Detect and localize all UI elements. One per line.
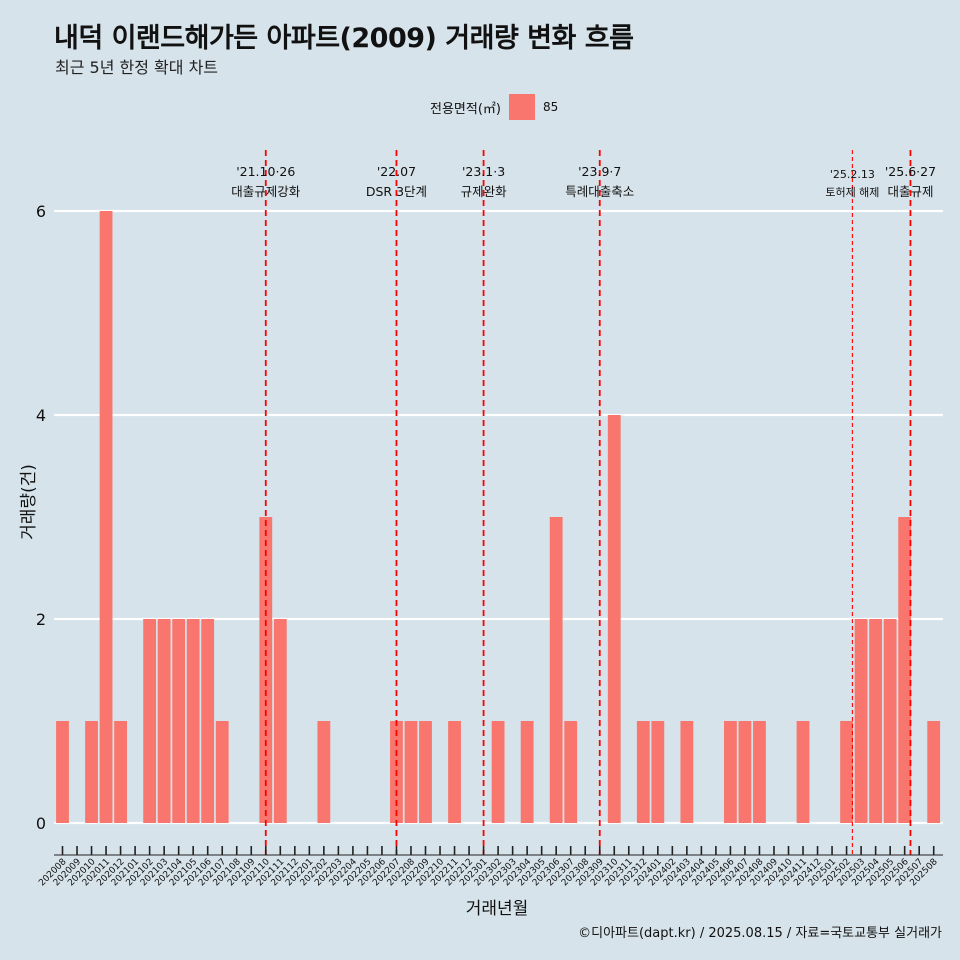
bar-202103	[157, 619, 171, 823]
event-label: 토허제 해제	[825, 185, 879, 199]
axes: 0246202008202009202010202011202012202101…	[36, 202, 943, 888]
bar-202104	[172, 619, 186, 823]
bar-202401	[651, 721, 665, 823]
bar-202302	[491, 721, 505, 823]
bar-202008	[56, 721, 69, 823]
bar-202506	[898, 517, 912, 823]
bar-202202	[317, 721, 331, 823]
bar-202508	[927, 721, 941, 823]
bar-202304	[520, 721, 534, 823]
legend: 전용면적(㎡) 85	[430, 94, 558, 120]
bar-202107	[215, 721, 229, 823]
event-date: '21.10·26	[236, 164, 295, 179]
bar-202502	[840, 721, 853, 823]
caption: ©디아파트(dapt.kr) / 2025.08.15 / 자료=국토교통부 실…	[578, 926, 942, 941]
event-date: '22.07	[377, 164, 416, 179]
chart-title: 내덕 이랜드해가든 아파트(2009) 거래량 변화 흐름	[54, 23, 634, 54]
chart-subtitle: 최근 5년 한정 확대 차트	[55, 58, 219, 77]
bar-202010	[85, 721, 98, 823]
bar-202012	[114, 721, 127, 823]
bar-202411	[796, 721, 810, 823]
bar-202306	[549, 517, 563, 823]
y-tick-label: 6	[36, 202, 46, 221]
event-date: '25.2.13	[830, 168, 875, 181]
bar-202505	[883, 619, 897, 823]
legend-swatch	[508, 94, 535, 120]
bar-202209	[419, 721, 432, 823]
bar-202408	[753, 721, 766, 823]
bar-202102	[143, 619, 157, 823]
bars	[56, 211, 941, 823]
bar-202503	[854, 619, 868, 823]
bar-202312	[636, 721, 650, 823]
event-label: 대출규제	[887, 184, 933, 199]
bar-202011	[99, 211, 113, 823]
bar-202310	[607, 415, 621, 823]
y-tick-label: 2	[36, 610, 46, 629]
bar-202208	[404, 721, 418, 823]
legend-title: 전용면적(㎡)	[430, 101, 501, 117]
bar-202407	[738, 721, 752, 823]
event-label: 대출규제강화	[231, 184, 301, 199]
bar-202504	[869, 619, 883, 823]
bar-202307	[564, 721, 578, 823]
y-tick-label: 4	[36, 406, 46, 425]
bar-202403	[680, 721, 694, 823]
event-label: DSR 3단계	[366, 184, 427, 199]
bar-202111	[273, 619, 287, 823]
legend-item-label: 85	[542, 100, 559, 114]
event-label: 규제완화	[461, 184, 508, 199]
bar-202106	[201, 619, 215, 823]
bar-202105	[186, 619, 200, 823]
event-lines: '21.10·26 대출규제강화 '22.07 DSR 3단계 '23.1·3 규제완화 '…	[231, 150, 936, 855]
x-axis-label: 거래년월	[466, 899, 529, 919]
event-date: '23.9·7	[578, 164, 621, 179]
y-tick-label: 0	[36, 814, 46, 833]
event-date: '25.6·27	[885, 164, 936, 179]
bar-202406	[724, 721, 737, 823]
y-axis-label: 거래량(건)	[19, 464, 39, 540]
event-label: 특례대출축소	[565, 184, 634, 199]
bar-202211	[448, 721, 461, 823]
event-date: '23.1·3	[462, 164, 505, 179]
